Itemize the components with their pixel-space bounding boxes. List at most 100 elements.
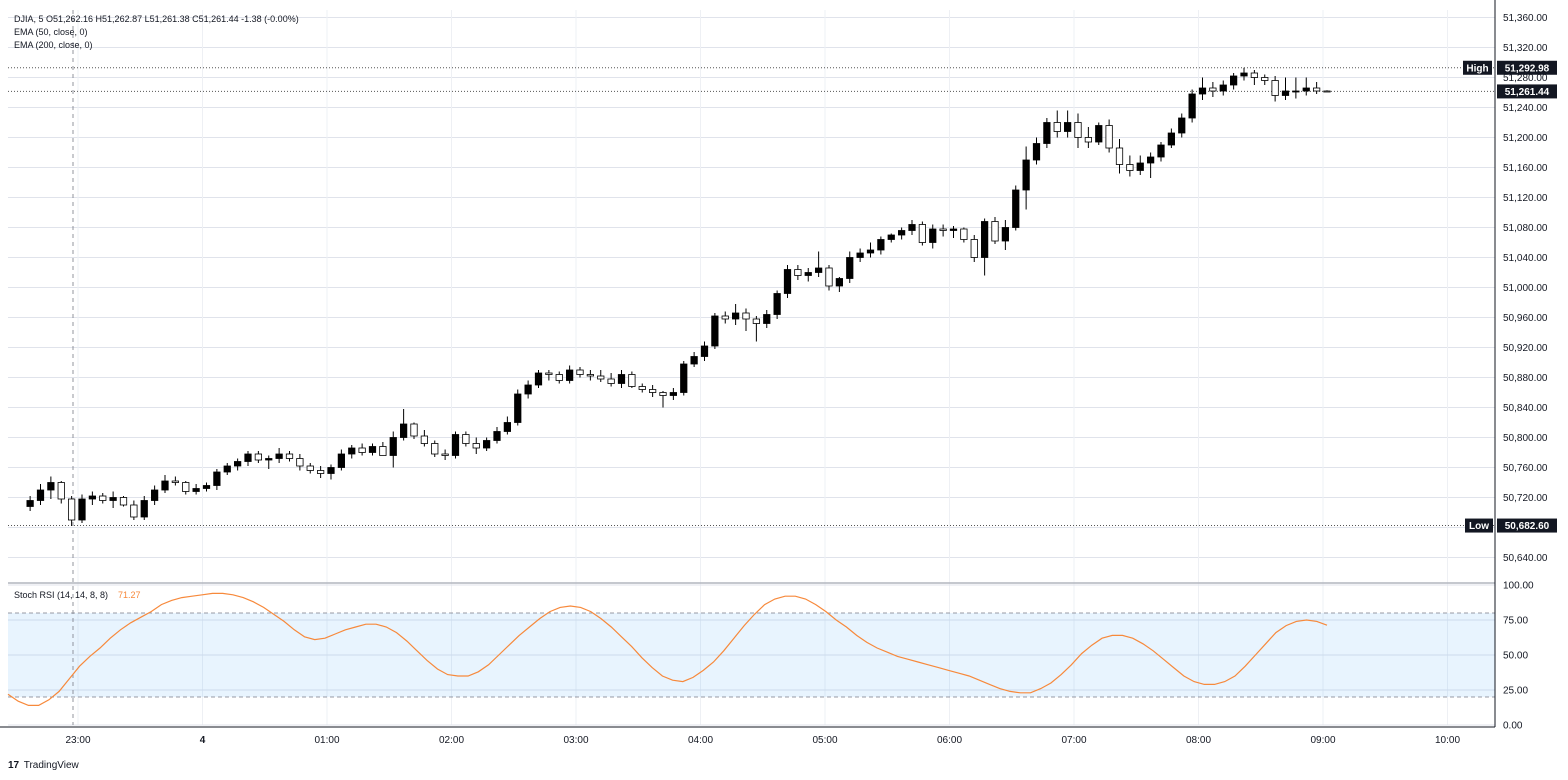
candle-body[interactable]: [1219, 84, 1227, 92]
candle-body[interactable]: [856, 252, 864, 258]
candle-body[interactable]: [721, 315, 729, 320]
candle-body[interactable]: [1198, 87, 1207, 95]
candle-body[interactable]: [358, 447, 366, 453]
candle-body[interactable]: [1147, 156, 1155, 164]
candle-body[interactable]: [960, 228, 968, 240]
candle-body[interactable]: [908, 224, 916, 231]
candle-body[interactable]: [410, 423, 418, 437]
candle-body[interactable]: [1230, 75, 1238, 86]
candle-body[interactable]: [732, 312, 740, 320]
candle-body[interactable]: [846, 257, 854, 279]
candle-body[interactable]: [192, 488, 200, 492]
candlestick-series[interactable]: [26, 67, 1331, 526]
candle-body[interactable]: [275, 453, 283, 459]
stoch-axis[interactable]: 100.00 75.00 50.00 25.00 0.00: [1503, 581, 1534, 732]
candle-body[interactable]: [213, 471, 221, 486]
candle-body[interactable]: [234, 461, 242, 467]
candle-body[interactable]: [752, 318, 760, 324]
candle-body[interactable]: [171, 480, 179, 483]
candle-body[interactable]: [929, 228, 937, 243]
candle-body[interactable]: [825, 267, 833, 287]
candle-body[interactable]: [78, 498, 86, 521]
candle-body[interactable]: [1105, 125, 1113, 149]
candle-body[interactable]: [939, 228, 947, 231]
candle-body[interactable]: [1250, 72, 1258, 78]
candle-body[interactable]: [617, 374, 626, 384]
candle-body[interactable]: [503, 422, 511, 432]
candle-body[interactable]: [182, 482, 190, 492]
candle-body[interactable]: [472, 443, 480, 449]
candle-body[interactable]: [649, 389, 657, 393]
candle-body[interactable]: [970, 239, 978, 258]
candle-body[interactable]: [1323, 90, 1331, 93]
candle-body[interactable]: [1292, 90, 1300, 93]
candle-body[interactable]: [462, 434, 470, 444]
candle-body[interactable]: [140, 500, 148, 518]
candle-body[interactable]: [1064, 122, 1072, 132]
candle-body[interactable]: [1012, 189, 1020, 228]
ema200-legend[interactable]: EMA (200, close, 0): [14, 40, 93, 50]
candle-body[interactable]: [1095, 125, 1103, 143]
symbol-legend[interactable]: DJIA, 5 O51,262.16 H51,262.87 L51,261.38…: [14, 14, 299, 24]
candle-body[interactable]: [368, 446, 377, 453]
candle-body[interactable]: [1209, 87, 1217, 92]
candle-body[interactable]: [783, 269, 792, 294]
candle-body[interactable]: [991, 221, 999, 242]
candle-body[interactable]: [1115, 147, 1124, 165]
candle-body[interactable]: [1136, 162, 1144, 171]
ema50-legend[interactable]: EMA (50, close, 0): [14, 27, 88, 37]
candle-body[interactable]: [296, 458, 304, 467]
candle-body[interactable]: [109, 497, 117, 501]
candle-body[interactable]: [514, 393, 522, 423]
candle-body[interactable]: [68, 498, 76, 521]
candle-body[interactable]: [638, 386, 646, 390]
candle-body[interactable]: [161, 480, 169, 491]
candle-body[interactable]: [88, 495, 96, 500]
candle-body[interactable]: [1188, 93, 1196, 119]
candle-body[interactable]: [1157, 144, 1165, 158]
candle-body[interactable]: [151, 489, 159, 501]
candle-body[interactable]: [555, 374, 563, 381]
candle-body[interactable]: [285, 453, 294, 459]
candle-body[interactable]: [1281, 90, 1290, 96]
candle-body[interactable]: [1313, 87, 1321, 92]
stoch-rsi-line[interactable]: [7, 592, 1328, 706]
candle-body[interactable]: [119, 497, 128, 506]
candle-body[interactable]: [244, 453, 252, 462]
candle-body[interactable]: [327, 467, 335, 474]
candle-body[interactable]: [306, 465, 314, 471]
candle-body[interactable]: [866, 249, 875, 254]
candle-body[interactable]: [389, 437, 397, 456]
candle-body[interactable]: [680, 363, 688, 393]
candle-body[interactable]: [1126, 164, 1134, 171]
time-axis[interactable]: 23:00 4 01:00 02:00 03:00 04:00 05:00 06:00 07:0…: [65, 735, 1460, 746]
candle-body[interactable]: [607, 378, 615, 384]
candle-body[interactable]: [348, 447, 356, 455]
candle-body[interactable]: [690, 356, 698, 365]
candle-body[interactable]: [420, 435, 428, 444]
candle-body[interactable]: [1043, 122, 1051, 144]
candle-body[interactable]: [451, 434, 460, 456]
candle-body[interactable]: [794, 269, 802, 276]
candle-body[interactable]: [36, 489, 45, 501]
candle-body[interactable]: [773, 293, 781, 315]
candle-body[interactable]: [265, 458, 273, 461]
candle-body[interactable]: [57, 482, 65, 500]
candle-body[interactable]: [576, 369, 584, 375]
candle-body[interactable]: [534, 372, 543, 386]
candle-body[interactable]: [918, 224, 926, 243]
candle-body[interactable]: [317, 470, 325, 474]
candle-body[interactable]: [130, 504, 138, 518]
candle-body[interactable]: [742, 312, 750, 320]
candle-body[interactable]: [1240, 72, 1248, 77]
candle-body[interactable]: [887, 234, 895, 240]
candle-body[interactable]: [254, 453, 262, 461]
candle-body[interactable]: [26, 500, 34, 507]
candle-body[interactable]: [483, 440, 491, 449]
candle-body[interactable]: [711, 315, 719, 347]
candle-body[interactable]: [1302, 87, 1310, 92]
candle-body[interactable]: [223, 465, 231, 473]
candle-body[interactable]: [47, 482, 55, 491]
candle-body[interactable]: [1001, 227, 1009, 242]
